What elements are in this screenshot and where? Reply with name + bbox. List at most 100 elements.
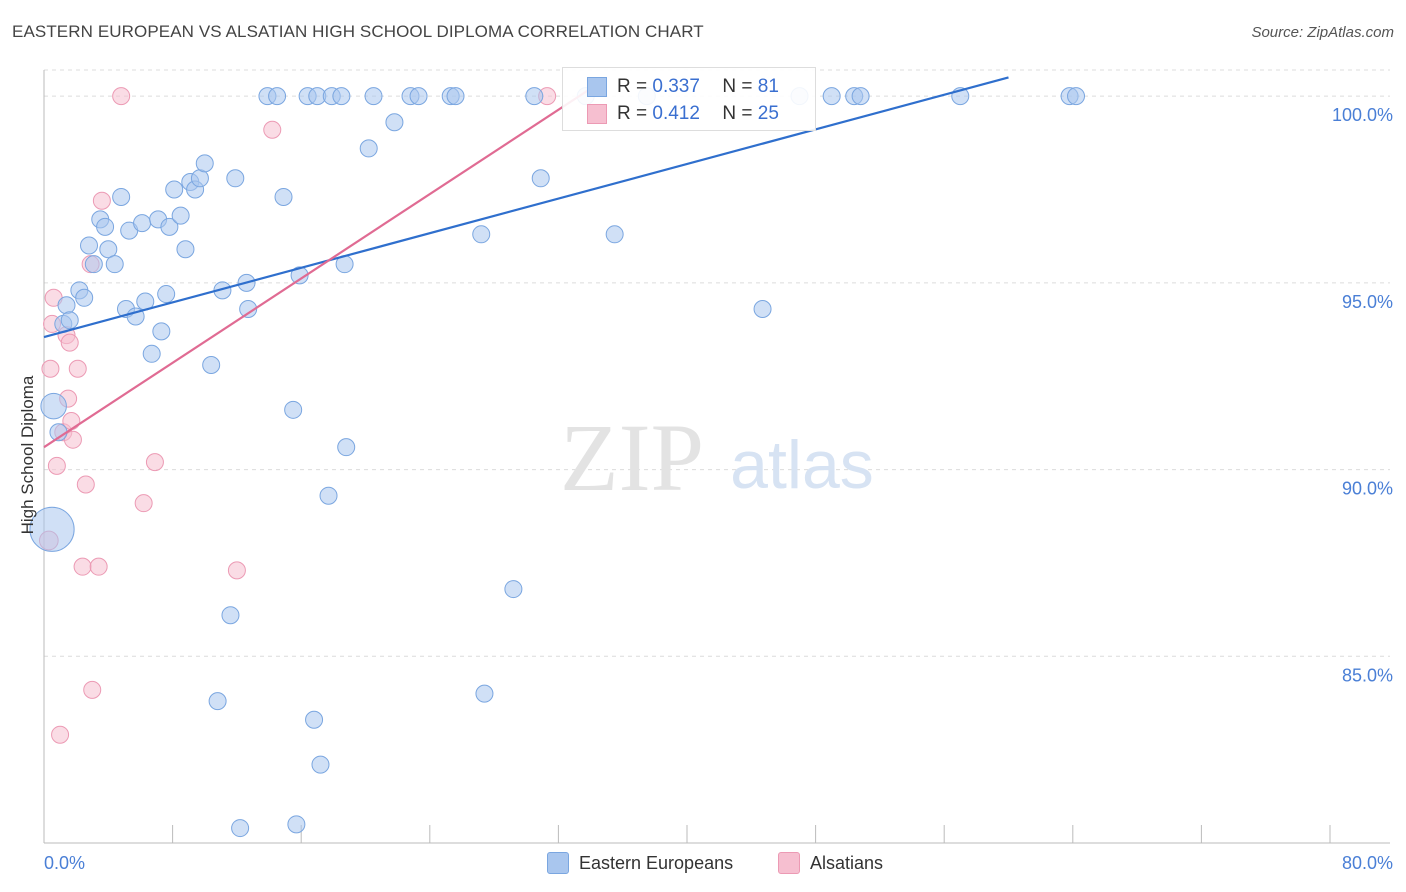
- bottom-legend-label: Eastern Europeans: [579, 852, 734, 873]
- chart-title: EASTERN EUROPEAN VS ALSATIAN HIGH SCHOOL…: [12, 22, 704, 41]
- legend-n-label: N =: [722, 103, 753, 124]
- eastern-europeans-point: [96, 217, 115, 236]
- eastern-europeans-point: [99, 240, 118, 259]
- legend-n-value: 25: [757, 103, 779, 124]
- gridlines: [44, 69, 1390, 657]
- y-axis-label: High School Diploma: [18, 375, 37, 535]
- eastern-europeans-points: [29, 87, 1086, 838]
- eastern-europeans-point: [268, 87, 287, 106]
- eastern-europeans-point: [1067, 87, 1086, 106]
- alsatians-point: [92, 191, 111, 210]
- alsatians-point: [227, 561, 246, 580]
- legend-r-label: R =: [617, 76, 648, 97]
- eastern-europeans-point: [133, 214, 152, 233]
- legend-row-alsatians: R = 0.412 N = 25: [587, 102, 779, 126]
- eastern-europeans-point: [208, 692, 227, 711]
- eastern-europeans-point: [337, 438, 356, 457]
- watermark-zip: ZIP: [560, 404, 704, 511]
- alsatians-point: [51, 725, 70, 744]
- eastern-europeans-point: [221, 606, 240, 625]
- eastern-europeans-point: [157, 285, 176, 304]
- alsatians-point: [41, 359, 60, 378]
- eastern-europeans-point: [753, 299, 772, 318]
- eastern-europeans-point: [311, 755, 330, 774]
- eastern-europeans-point: [822, 87, 841, 106]
- eastern-europeans-point: [40, 392, 67, 420]
- eastern-europeans-point: [531, 169, 550, 188]
- eastern-europeans-point: [319, 486, 338, 505]
- eastern-europeans-point: [851, 87, 870, 106]
- legend-swatch-blue: [587, 77, 607, 97]
- legend-n-value: 81: [757, 76, 779, 97]
- legend-r-value: 0.412: [652, 103, 700, 124]
- eastern-europeans-point: [226, 169, 245, 188]
- eastern-europeans-point: [504, 580, 523, 599]
- alsatians-point: [76, 475, 95, 494]
- eastern-europeans-point: [605, 225, 624, 244]
- eastern-europeans-point: [274, 187, 293, 206]
- eastern-europeans-point: [80, 236, 99, 255]
- x-tick-label-min: 0.0%: [44, 853, 85, 873]
- alsatians-trend-line: [43, 87, 592, 449]
- eastern-europeans-point: [190, 169, 209, 188]
- bottom-legend-eastern-europeans: Eastern Europeans: [547, 851, 733, 875]
- legend-r-label: R =: [617, 103, 648, 124]
- alsatians-point: [89, 557, 108, 576]
- eastern-europeans-point: [409, 87, 428, 106]
- y-tick-label: 85.0%: [1342, 665, 1393, 685]
- eastern-europeans-point: [202, 356, 221, 375]
- legend-n-label: N =: [722, 76, 753, 97]
- eastern-europeans-point: [446, 87, 465, 106]
- bottom-legend-swatch-blue: [547, 852, 569, 874]
- eastern-europeans-point: [29, 506, 75, 552]
- legend-swatch-pink: [587, 104, 607, 124]
- bottom-legend-alsatians: Alsatians: [778, 851, 883, 875]
- eastern-europeans-point: [165, 180, 184, 199]
- eastern-europeans-point: [75, 288, 94, 307]
- eastern-europeans-trend-line: [43, 76, 1009, 339]
- y-tick-label: 90.0%: [1342, 479, 1393, 499]
- x-tick-labels: 0.0% 80.0%: [44, 853, 1393, 873]
- source-label: Source: ZipAtlas.com: [1251, 24, 1394, 41]
- y-tick-label: 100.0%: [1332, 105, 1393, 125]
- eastern-europeans-point: [142, 344, 161, 363]
- alsatians-point: [134, 494, 153, 513]
- eastern-europeans-point: [105, 255, 124, 274]
- eastern-europeans-point: [359, 139, 378, 158]
- alsatians-point: [112, 87, 131, 106]
- bottom-legend-label: Alsatians: [810, 852, 884, 873]
- eastern-europeans-point: [287, 815, 306, 834]
- eastern-europeans-point: [472, 225, 491, 244]
- y-tick-labels: 85.0% 90.0% 95.0% 100.0%: [1332, 105, 1393, 685]
- eastern-europeans-point: [290, 266, 309, 285]
- eastern-europeans-point: [525, 87, 544, 106]
- legend-r-value: 0.337: [652, 76, 700, 97]
- x-tick-label-max: 80.0%: [1342, 853, 1393, 873]
- eastern-europeans-point: [84, 255, 103, 274]
- eastern-europeans-point: [475, 684, 494, 703]
- alsatians-point: [73, 557, 92, 576]
- y-tick-label: 95.0%: [1342, 292, 1393, 312]
- eastern-europeans-point: [231, 819, 250, 838]
- eastern-europeans-point: [332, 87, 351, 106]
- alsatians-point: [63, 430, 82, 449]
- trend-lines: [43, 76, 1009, 449]
- alsatians-point: [263, 120, 282, 139]
- alsatians-point: [60, 333, 79, 352]
- eastern-europeans-point: [385, 113, 404, 132]
- alsatians-point: [145, 453, 164, 472]
- alsatians-point: [68, 359, 87, 378]
- legend-row-eastern-europeans: R = 0.337 N = 81: [587, 75, 779, 99]
- bottom-legend-swatch-pink: [778, 852, 800, 874]
- eastern-europeans-point: [160, 217, 179, 236]
- axes: [43, 70, 1390, 844]
- stats-legend: R = 0.337 N = 81 R = 0.412 N = 25: [562, 67, 816, 131]
- eastern-europeans-point: [284, 400, 303, 419]
- eastern-europeans-point: [152, 322, 171, 341]
- eastern-europeans-point: [364, 87, 383, 106]
- alsatians-point: [47, 456, 66, 475]
- eastern-europeans-point: [305, 710, 324, 729]
- eastern-europeans-point: [112, 187, 131, 206]
- eastern-europeans-point: [195, 154, 214, 173]
- eastern-europeans-point: [176, 240, 195, 259]
